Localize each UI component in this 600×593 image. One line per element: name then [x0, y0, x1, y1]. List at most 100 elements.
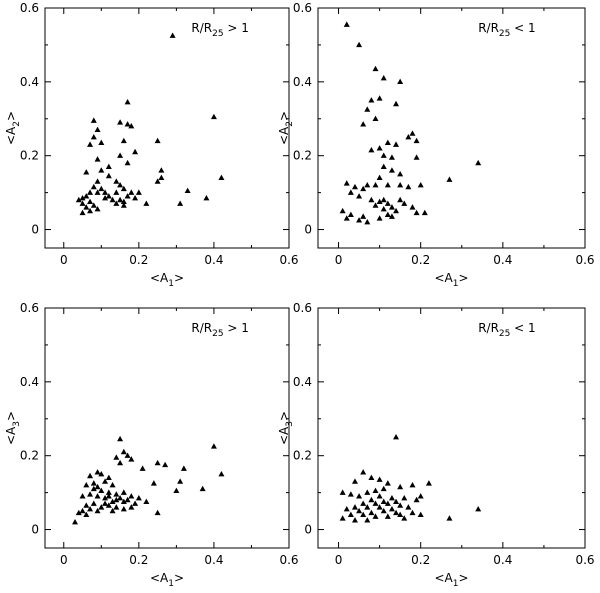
data-point: [132, 148, 139, 155]
data-point: [117, 152, 124, 158]
data-point: [180, 465, 187, 471]
data-point: [120, 198, 127, 205]
data-point: [117, 119, 124, 125]
data-point: [120, 489, 127, 495]
data-point: [372, 500, 379, 506]
data-point: [380, 485, 387, 492]
data-point: [393, 100, 400, 107]
data-point: [120, 185, 127, 192]
y-tick-label: 0.6: [293, 1, 312, 15]
data-point: [218, 174, 225, 181]
data-point: [343, 180, 350, 186]
data-point: [79, 209, 86, 216]
data-point: [360, 469, 367, 475]
data-point: [87, 189, 94, 195]
data-point: [356, 217, 363, 223]
data-point: [393, 434, 400, 440]
data-point: [343, 506, 350, 512]
data-point: [87, 506, 94, 512]
data-point: [158, 174, 165, 181]
scatter-panel: 0 0.2 0.4 0.6 0 0.2 0.4 0.6 <A1> <A3> R/R25 > 1: [4, 301, 299, 589]
data-point: [150, 480, 157, 486]
data-point: [393, 207, 400, 214]
data-point: [210, 113, 217, 120]
y-tick-label: 0: [304, 523, 312, 537]
data-point: [72, 518, 79, 525]
data-point: [154, 459, 161, 466]
data-point: [90, 117, 97, 123]
plot-frame: [44, 307, 290, 549]
data-point: [87, 472, 94, 479]
data-point: [397, 502, 404, 508]
data-point: [154, 178, 161, 184]
data-point: [120, 448, 127, 455]
data-point: [105, 489, 112, 495]
data-point: [75, 509, 82, 516]
x-axis-label: <A1>: [150, 271, 184, 289]
data-point: [94, 469, 101, 475]
data-point: [417, 182, 424, 188]
data-point: [368, 146, 375, 153]
data-point: [117, 182, 124, 188]
data-point: [356, 507, 363, 514]
data-point: [413, 137, 420, 144]
data-point: [113, 454, 120, 460]
data-point: [397, 182, 404, 188]
x-tick-label: 0.2: [411, 553, 430, 567]
data-point: [90, 485, 97, 492]
data-point: [356, 193, 363, 199]
x-tick-label: 0.6: [575, 253, 594, 267]
data-point: [102, 500, 109, 506]
data-point: [113, 178, 120, 184]
data-point: [98, 487, 105, 493]
data-point: [376, 198, 383, 205]
data-point: [376, 95, 383, 101]
data-point: [405, 183, 412, 190]
data-point: [372, 115, 379, 121]
data-point: [368, 97, 375, 103]
data-point: [184, 187, 191, 193]
x-tick-label: 0.2: [129, 553, 148, 567]
data-point: [397, 511, 404, 517]
data-point: [98, 167, 105, 173]
x-axis-label: <A1>: [150, 571, 184, 589]
data-point: [475, 506, 482, 512]
data-point: [384, 200, 391, 206]
data-point: [417, 493, 424, 499]
data-point: [368, 509, 375, 516]
data-point: [143, 200, 150, 206]
data-point: [120, 506, 127, 512]
data-point: [135, 494, 142, 501]
data-point: [199, 485, 206, 492]
data-point: [393, 141, 400, 147]
data-point: [380, 507, 387, 514]
data-point: [128, 122, 135, 129]
y-axis-label: <A3>: [277, 411, 295, 445]
x-tick-label: 0.6: [279, 553, 298, 567]
data-point: [397, 170, 404, 177]
data-point: [475, 159, 482, 166]
data-point: [397, 78, 404, 85]
data-point: [401, 515, 408, 521]
data-point: [124, 121, 131, 127]
data-point: [109, 482, 116, 488]
data-point: [372, 202, 379, 208]
data-point: [203, 194, 210, 201]
data-point: [109, 196, 116, 203]
data-point: [388, 204, 395, 210]
data-point: [388, 167, 395, 173]
data-point: [376, 145, 383, 151]
data-point: [446, 176, 453, 182]
data-point: [113, 189, 120, 195]
data-point: [388, 494, 395, 501]
data-point: [109, 498, 116, 505]
data-point: [94, 126, 101, 133]
data-point: [351, 183, 358, 190]
data-point: [368, 474, 375, 481]
data-point: [380, 74, 387, 81]
plot-frame: [317, 307, 586, 549]
x-tick-label: 0: [60, 253, 68, 267]
data-point: [368, 496, 375, 503]
data-point: [79, 200, 86, 206]
data-point: [113, 496, 120, 503]
